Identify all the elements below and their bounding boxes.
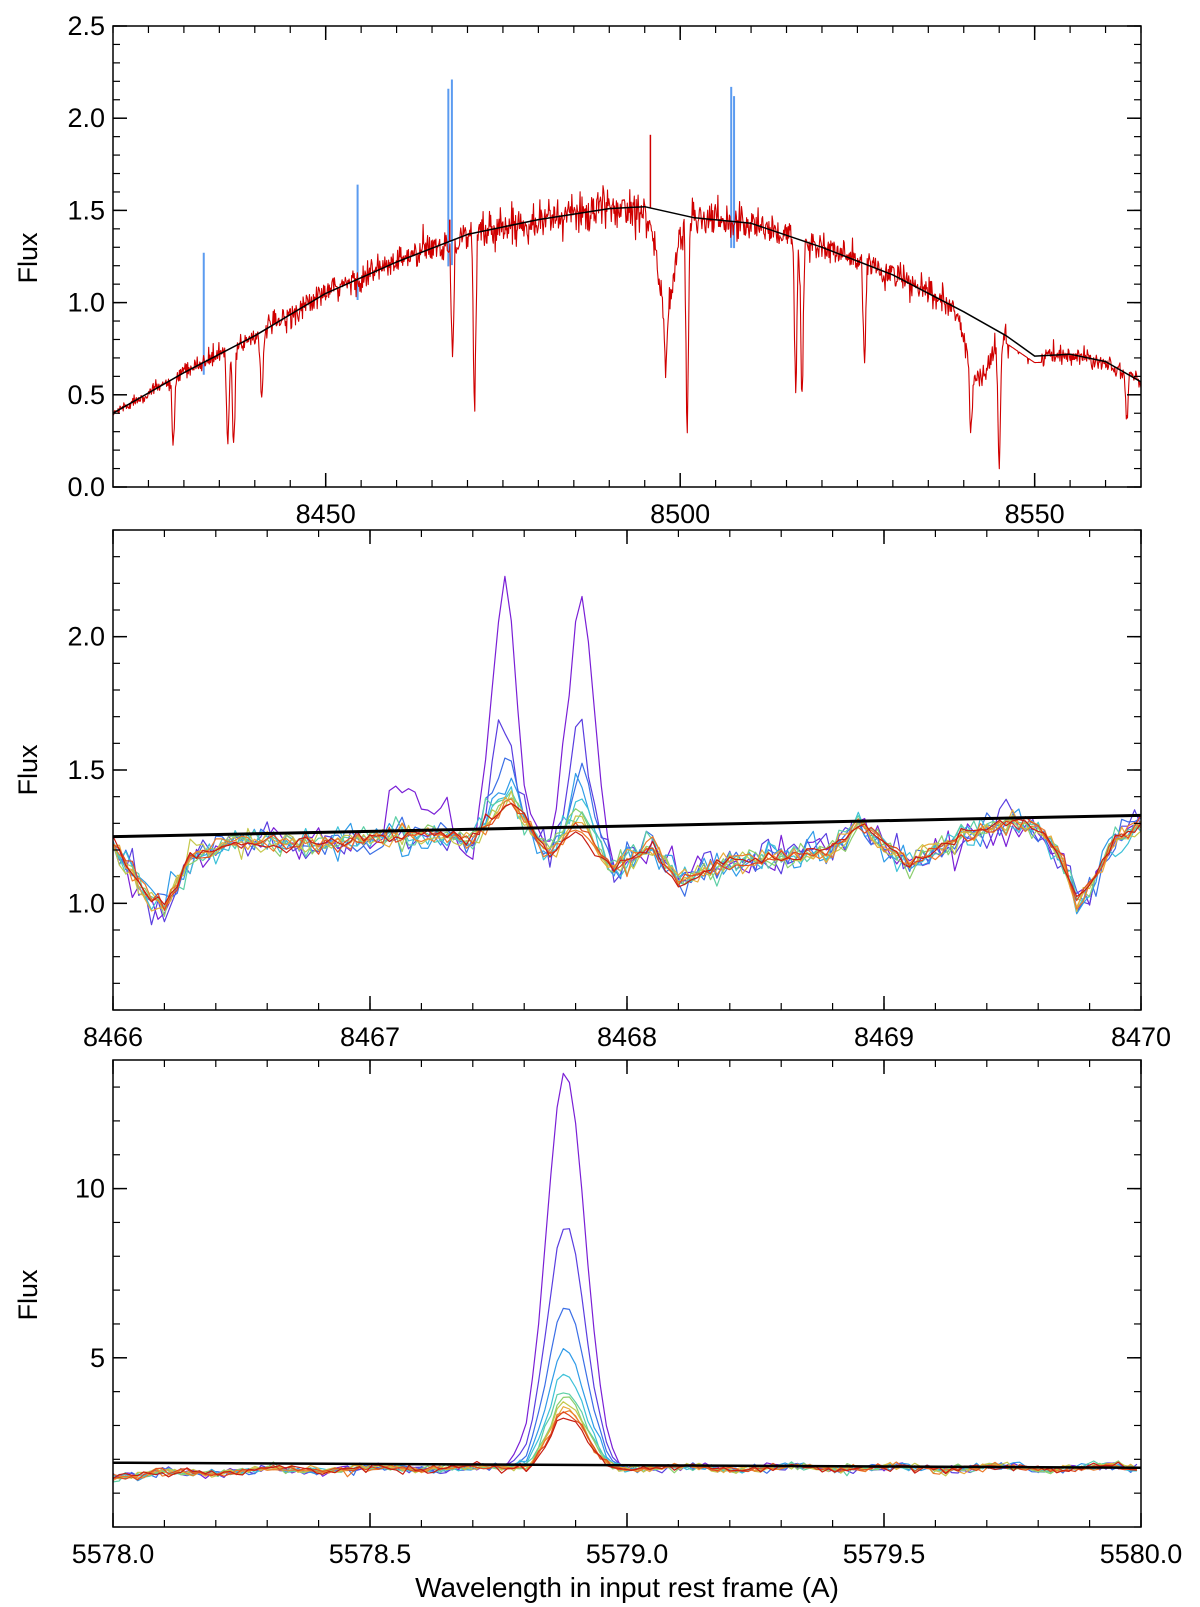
x-tick-label: 5579.0	[586, 1539, 669, 1569]
y-axis-label: Flux	[13, 1269, 43, 1321]
y-tick-label: 5	[90, 1343, 105, 1373]
y-tick-label: 0.5	[67, 380, 105, 410]
y-axis-label: Flux	[13, 744, 43, 796]
spectrum-series-7	[112, 797, 1142, 917]
oi-line-zoom-panel: 5578.0 5578.5 5579.0 5579.5 5580.0 5 10 Flux W…	[13, 1059, 1183, 1603]
x-tick-label: 5579.5	[843, 1539, 926, 1569]
plot-area	[112, 575, 1142, 926]
axis-ticks: 8466 8467 8468 8469 8470 1.0 1.5 2.0	[67, 529, 1171, 1052]
spectrum-series-4	[112, 1347, 1138, 1482]
spectrum-series-9	[112, 796, 1142, 912]
x-tick-label: 8468	[597, 1022, 657, 1052]
y-tick-label: 1.0	[67, 888, 105, 918]
continuum-fit	[112, 205, 1142, 414]
axis-ticks: 5578.0 5578.5 5579.0 5579.5 5580.0 5 10	[72, 1060, 1183, 1569]
y-tick-label: 1.5	[67, 755, 105, 785]
spectrum-series-3	[112, 1307, 1138, 1480]
x-tick-label: 8467	[340, 1022, 400, 1052]
continuum-line	[112, 813, 1142, 839]
axis-ticks: 8450 8500 8550 0.0 0.5 1.0 1.5 2.0 2.5	[67, 11, 1142, 529]
x-axis-label: Wavelength in input rest frame (A)	[415, 1572, 839, 1603]
sky-line-zoom-panel: 8466 8467 8468 8469 8470 1.0 1.5 2.0 Flux	[13, 529, 1171, 1052]
x-tick-label: 8466	[83, 1022, 143, 1052]
y-tick-label: 10	[75, 1174, 105, 1204]
spectrum-series-12	[112, 802, 1142, 906]
plot-frame	[112, 529, 1142, 1011]
plot-frame	[112, 25, 1142, 488]
x-tick-label: 8500	[650, 499, 710, 529]
y-tick-label: 2.5	[67, 11, 105, 41]
spectrum-series-2	[112, 718, 1142, 926]
plot-frame	[112, 1059, 1142, 1528]
y-tick-label: 2.0	[67, 103, 105, 133]
plot-area	[112, 1072, 1142, 1483]
x-tick-label: 8550	[1005, 499, 1065, 529]
x-tick-label: 5578.5	[329, 1539, 412, 1569]
spectrum-series-8	[112, 790, 1142, 913]
y-axis-label: Flux	[13, 232, 43, 284]
y-tick-label: 1.0	[67, 288, 105, 318]
x-tick-label: 8470	[1111, 1022, 1171, 1052]
spectrum-series-1	[112, 575, 1142, 920]
plot-area	[112, 79, 1142, 470]
y-tick-label: 1.5	[67, 195, 105, 225]
y-tick-label: 0.0	[67, 472, 105, 502]
spectrum-series-1	[112, 1072, 1137, 1482]
y-tick-label: 2.0	[67, 622, 105, 652]
spectrum-series-11	[112, 802, 1142, 912]
x-tick-label: 5578.0	[72, 1539, 155, 1569]
continuum-line	[112, 1461, 1142, 1470]
observed-spectrum	[112, 185, 1142, 470]
top-spectrum-panel: 8450 8500 8550 0.0 0.5 1.0 1.5 2.0 2.5 Flux	[13, 11, 1142, 529]
spectrum-series-2	[112, 1228, 1138, 1480]
x-tick-label: 8469	[854, 1022, 914, 1052]
x-tick-label: 5580.0	[1100, 1539, 1183, 1569]
x-tick-label: 8450	[296, 499, 356, 529]
